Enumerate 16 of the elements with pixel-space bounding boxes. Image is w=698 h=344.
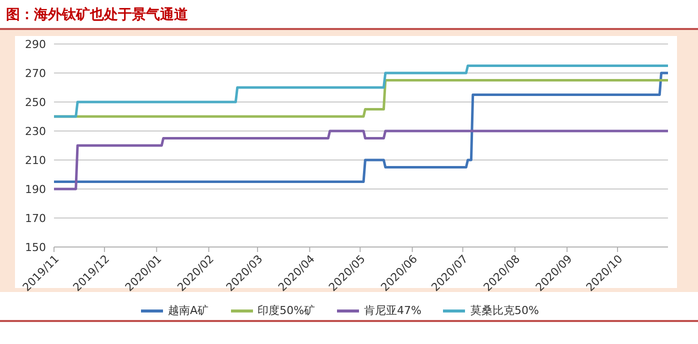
y-tick-label: 250 xyxy=(25,96,46,109)
line-series xyxy=(54,130,668,190)
legend-label: 莫桑比克50% xyxy=(470,303,539,318)
y-tick-label: 210 xyxy=(25,154,46,167)
y-tick-label: 230 xyxy=(25,124,46,138)
chart-title: 图：海外钛矿也处于景气通道 xyxy=(6,6,188,24)
y-tick-label: 290 xyxy=(25,38,46,51)
legend-label: 肯尼亚47% xyxy=(364,303,422,318)
legend-label: 越南A矿 xyxy=(168,303,209,318)
line-series xyxy=(54,64,668,118)
y-tick-label: 270 xyxy=(25,66,46,80)
y-tick-label: 150 xyxy=(25,240,46,254)
legend-label: 印度50%矿 xyxy=(258,303,316,318)
y-tick-label: 190 xyxy=(25,182,46,196)
line-series xyxy=(54,72,668,183)
y-tick-label: 170 xyxy=(25,212,46,225)
